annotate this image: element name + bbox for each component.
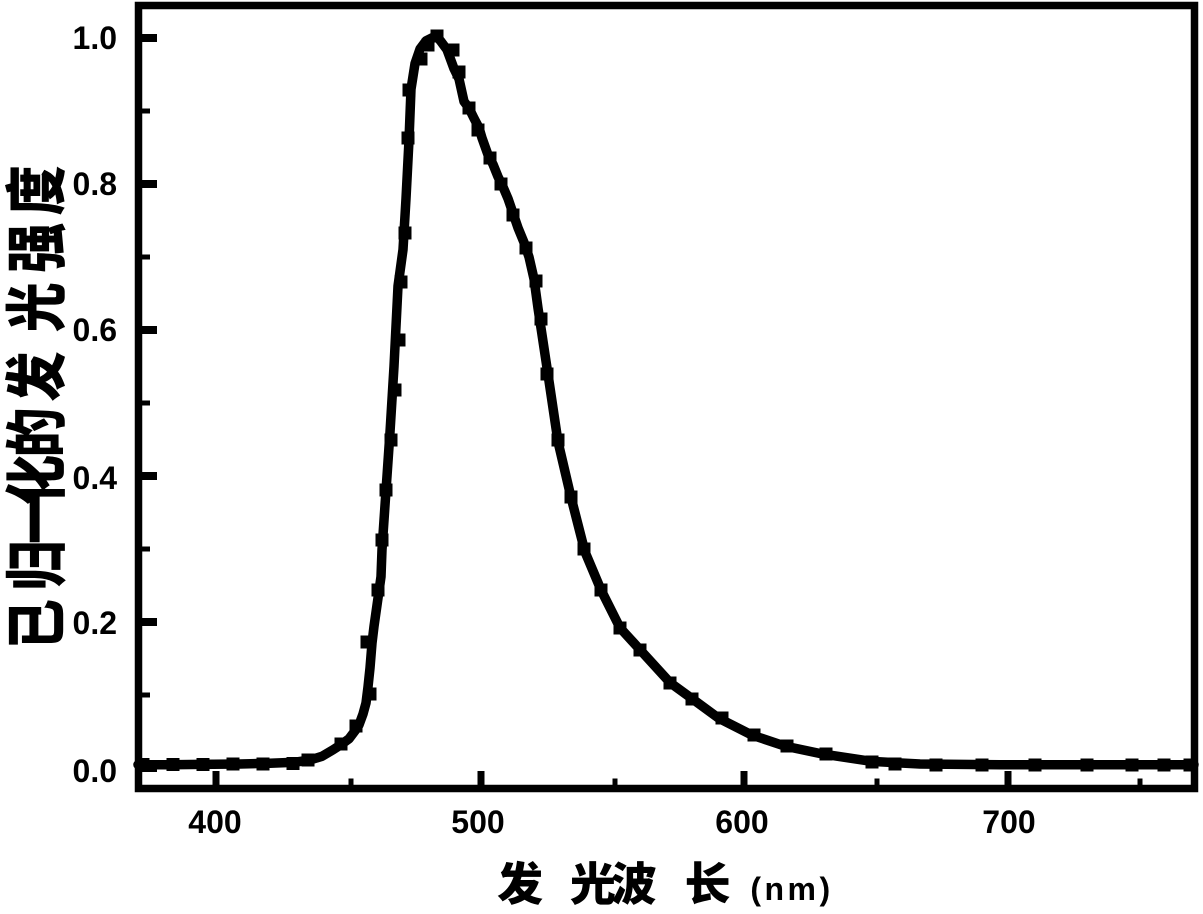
- svg-text:0.8: 0.8: [73, 166, 117, 202]
- svg-text:1.0: 1.0: [73, 20, 117, 56]
- svg-text:600: 600: [715, 804, 768, 840]
- svg-text:0.2: 0.2: [73, 605, 117, 641]
- svg-text:0.4: 0.4: [73, 460, 118, 496]
- svg-text:500: 500: [451, 804, 504, 840]
- svg-text:(nm): (nm): [750, 871, 833, 907]
- svg-text:0.0: 0.0: [73, 753, 117, 789]
- svg-text:400: 400: [188, 804, 241, 840]
- svg-text:0.6: 0.6: [73, 312, 117, 348]
- svg-text:700: 700: [982, 804, 1035, 840]
